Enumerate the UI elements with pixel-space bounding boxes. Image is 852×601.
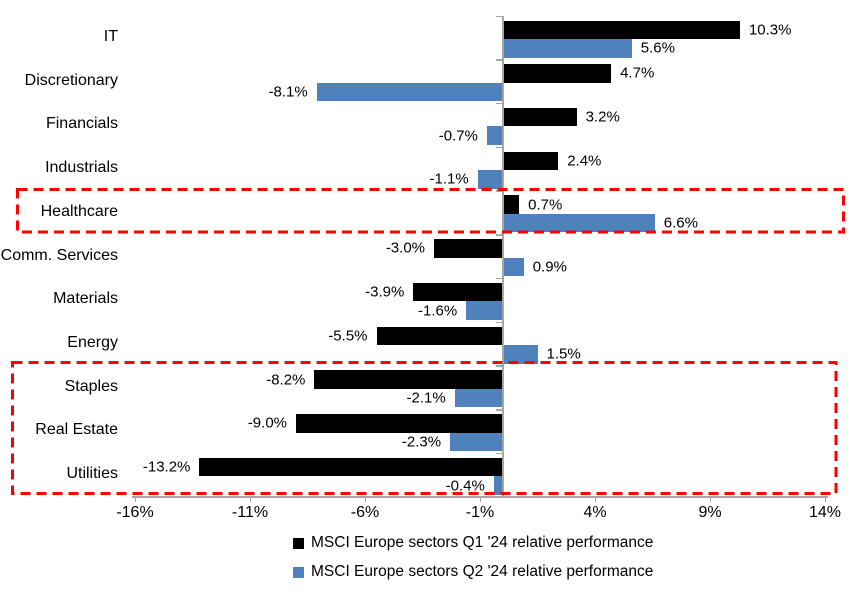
y-axis-tick (496, 15, 503, 17)
value-label: -2.3% (401, 433, 442, 451)
x-axis-tick-label: -1% (465, 504, 495, 521)
category-label: Staples (64, 377, 118, 395)
value-label: -8.1% (268, 83, 308, 101)
x-axis-tick (709, 496, 711, 502)
category-label: Real Estate (35, 421, 118, 439)
x-axis-tick-label: 4% (583, 504, 607, 521)
y-axis-tick (496, 409, 503, 411)
value-label: -3.0% (385, 239, 425, 257)
x-axis-tick (364, 496, 366, 502)
highlight-box (16, 188, 845, 234)
bar-q1 (434, 239, 503, 258)
legend-item-q1: MSCI Europe sectors Q1 '24 relative perf… (293, 534, 653, 552)
x-axis-tick (824, 496, 826, 502)
legend: MSCI Europe sectors Q1 '24 relative perf… (293, 534, 653, 581)
value-label: 2.4% (567, 152, 602, 170)
y-axis-tick (496, 146, 503, 149)
value-label: 6.6% (663, 214, 698, 232)
value-label: -0.4% (445, 477, 485, 495)
category-label: Discretionary (24, 71, 118, 89)
category-label: Utilities (66, 465, 118, 483)
category-label: Financials (45, 115, 118, 133)
category-label: Healthcare (40, 202, 118, 220)
value-label: 3.2% (585, 108, 620, 126)
bar-q1 (199, 457, 503, 477)
bar-q1 (503, 64, 612, 83)
legend-swatch-q1-icon (293, 537, 304, 549)
category-label: Energy (67, 333, 118, 351)
bar-q1 (503, 151, 559, 171)
y-axis-tick (496, 277, 503, 280)
bar-q2 (466, 301, 503, 320)
legend-swatch-q2-icon (293, 566, 304, 578)
legend-label-q2: MSCI Europe sectors Q2 '24 relative perf… (311, 563, 654, 580)
category-label: IT (103, 27, 118, 45)
y-axis-tick (496, 321, 503, 324)
y-axis-tick (496, 190, 503, 192)
category-label: Comm. Services (0, 246, 118, 264)
bar-q2 (486, 126, 503, 145)
value-label: -1.6% (418, 302, 458, 320)
y-axis-tick (496, 59, 503, 61)
bar-q2 (477, 170, 503, 189)
value-label: -9.0% (247, 414, 287, 432)
x-axis-tick-label: 14% (808, 504, 842, 521)
x-axis-tick-label: -11% (231, 504, 269, 521)
bar-q2 (503, 345, 538, 364)
value-label: -2.1% (406, 389, 446, 407)
bar-q1 (503, 107, 577, 127)
legend-item-q2: MSCI Europe sectors Q2 '24 relative perf… (293, 563, 653, 581)
value-label: -13.2% (142, 458, 191, 476)
y-axis-line (502, 16, 504, 497)
bar-q1 (413, 282, 503, 302)
value-label: 1.5% (546, 345, 581, 363)
value-label: 5.6% (640, 39, 675, 57)
value-label: 4.7% (620, 64, 655, 82)
bar-q1 (503, 20, 740, 39)
y-axis-tick (496, 234, 503, 236)
x-axis-tick (249, 496, 251, 502)
bar-q2 (503, 213, 655, 233)
category-label: Materials (53, 290, 118, 308)
x-axis-tick-label: 9% (698, 504, 722, 521)
bar-q2 (503, 257, 524, 277)
value-label: -0.7% (438, 127, 478, 145)
y-axis-tick (496, 452, 503, 455)
x-axis-tick-label: -6% (350, 504, 380, 521)
y-axis-tick (496, 102, 503, 105)
value-label: -5.5% (328, 327, 368, 345)
legend-label-q1: MSCI Europe sectors Q1 '24 relative perf… (311, 534, 654, 551)
value-label: -3.9% (365, 283, 405, 301)
x-axis-tick (479, 496, 481, 502)
x-axis-tick (594, 496, 596, 502)
value-label: 0.9% (532, 258, 567, 276)
bar-q2 (450, 432, 503, 452)
bar-q2 (454, 388, 503, 408)
value-label: 0.7% (528, 196, 563, 214)
x-axis-tick (134, 496, 136, 502)
bar-q1 (503, 195, 520, 214)
value-label: -1.1% (429, 170, 469, 188)
bar-q2 (503, 39, 632, 58)
value-label: 10.3% (748, 21, 792, 39)
y-axis-tick (496, 365, 503, 367)
x-axis-tick-label: -16% (116, 504, 154, 521)
bar-q1 (296, 414, 503, 433)
bar-q1 (314, 370, 503, 389)
bar-q2 (316, 82, 503, 102)
bar-q1 (376, 326, 503, 346)
category-label: Industrials (45, 159, 118, 177)
value-label: -8.2% (266, 371, 306, 389)
